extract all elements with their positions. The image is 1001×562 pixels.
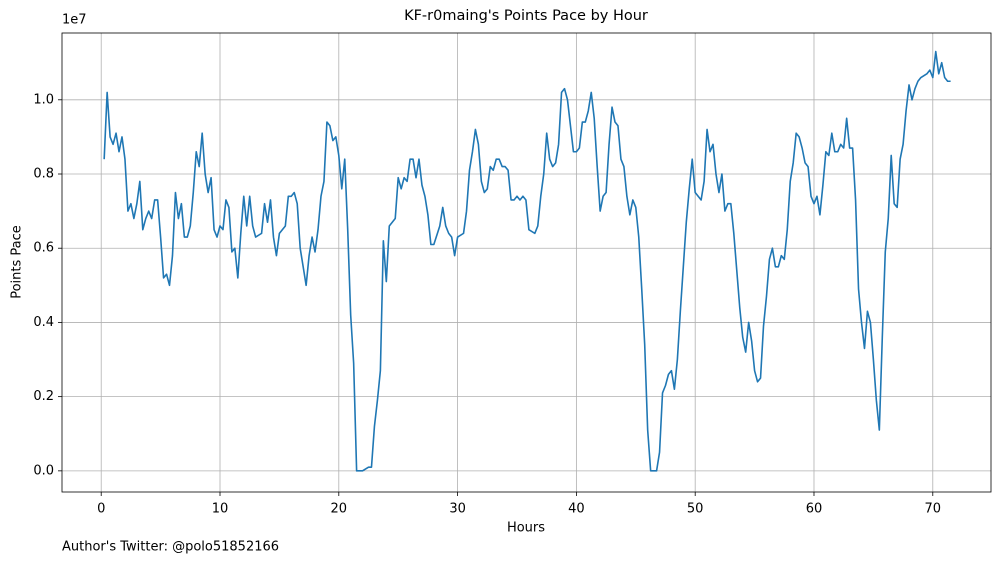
- y-tick-label: 0.4: [33, 315, 54, 330]
- y-axis-label: Points Pace: [10, 225, 25, 299]
- x-tick-label: 60: [806, 502, 823, 517]
- x-tick-label: 20: [331, 502, 348, 517]
- x-tick-label: 30: [449, 502, 466, 517]
- x-tick-label: 40: [568, 502, 585, 517]
- data-line: [103, 50, 951, 472]
- chart-title: KF-r0maing's Points Pace by Hour: [404, 8, 648, 24]
- x-axis-label: Hours: [507, 521, 545, 536]
- plot-frame: [61, 32, 992, 493]
- y-tick-label: 0.6: [33, 241, 54, 256]
- y-offset-label: 1e7: [62, 13, 87, 28]
- x-tick-label: 0: [97, 502, 105, 517]
- footer: Author's Twitter: @polo51852166: [62, 540, 279, 555]
- x-tick-label: 50: [687, 502, 704, 517]
- y-tick-label: 0.2: [33, 389, 54, 404]
- y-tick-label: 0.0: [33, 463, 54, 478]
- y-tick-label: 1.0: [33, 92, 54, 107]
- x-tick-label: 70: [925, 502, 942, 517]
- y-tick-label: 0.8: [33, 167, 54, 182]
- x-tick-label: 10: [212, 502, 229, 517]
